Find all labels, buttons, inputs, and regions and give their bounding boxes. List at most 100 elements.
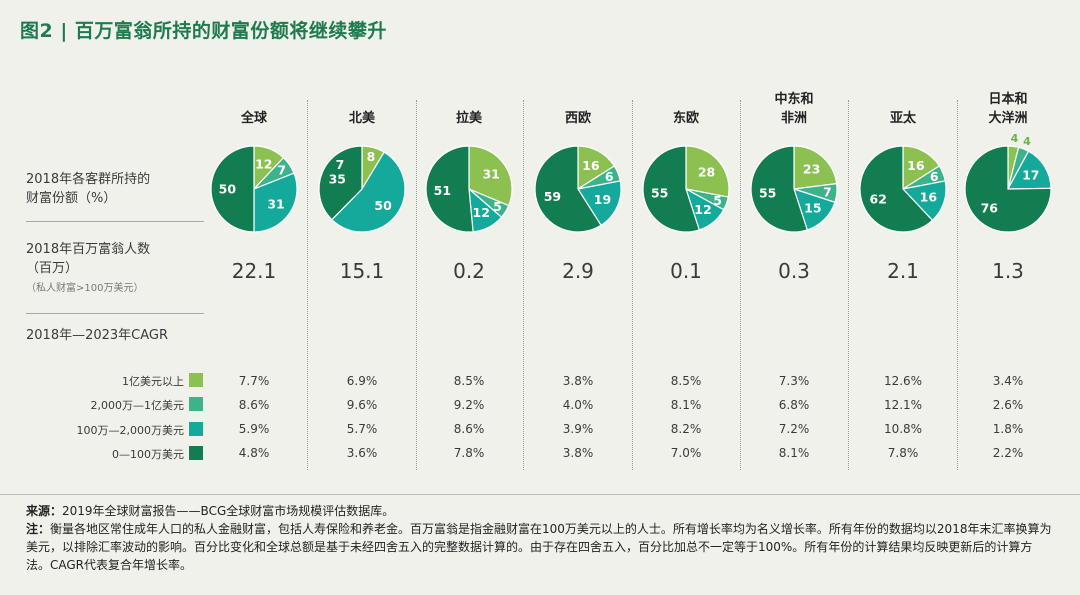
note-label: 注：	[26, 522, 51, 536]
region-name-line1: 西欧	[564, 111, 591, 126]
cagr-japan-oceania-tier4: 2.2%	[992, 446, 1024, 460]
pie-slice	[793, 145, 838, 190]
cagr-latin-america-tier3: 8.6%	[453, 422, 485, 436]
millionaires-value-global: 22.1	[231, 259, 277, 283]
note-text: 衡量各地区常住成年人口的私人金融财富，包括人寿保险和养老金。百万富翁是指金融财富…	[26, 522, 1052, 572]
pie-label: 50	[374, 198, 392, 213]
millionaires-value-western-europe: 2.9	[562, 259, 594, 283]
legend-swatch-tier3	[189, 422, 203, 436]
cagr-eastern-europe-tier4: 7.0%	[670, 446, 702, 460]
share-row-label: 2018年各客群所持的 财富份额（%）	[26, 170, 150, 208]
millionaires-value-latin-america: 0.2	[453, 259, 485, 283]
region-header-latin-america: 拉美	[419, 109, 519, 128]
footer-divider	[0, 494, 1080, 495]
cagr-tier-label-3: 100万—2,000万美元	[76, 424, 185, 437]
millionaires-value-eastern-europe: 0.1	[670, 259, 702, 283]
region-name-line1: 中东和	[774, 92, 814, 107]
pie-label: 12	[694, 202, 711, 217]
share-row-label-line1: 2018年各客群所持的	[26, 172, 151, 187]
cagr-north-america-tier3: 5.7%	[346, 422, 378, 436]
pie-label: 31	[267, 196, 284, 211]
millionaires-row-note: （私人财富>100万美元）	[26, 283, 144, 294]
millionaires-value-asia-pacific: 2.1	[887, 259, 919, 283]
cagr-middle-east-africa-tier4: 8.1%	[778, 446, 810, 460]
region-name-line1: 拉美	[455, 111, 482, 126]
millionaires-value-north-america: 15.1	[339, 259, 385, 283]
region-name-line1: 亚太	[889, 111, 916, 126]
footer-note: 注：衡量各地区常住成年人口的私人金融财富，包括人寿保险和养老金。百万富翁是指金融…	[26, 520, 1056, 574]
pie-slice	[642, 145, 701, 233]
pie-label: 28	[698, 165, 715, 180]
cagr-eastern-europe-tier1: 8.5%	[670, 374, 702, 388]
pie-label: 50	[219, 182, 237, 197]
cagr-western-europe-tier2: 4.0%	[562, 398, 594, 412]
cagr-middle-east-africa-tier2: 6.8%	[778, 398, 810, 412]
cagr-asia-pacific-tier1: 12.6%	[883, 374, 923, 388]
column-separator	[307, 100, 308, 470]
pie-label: 16	[907, 158, 925, 173]
millionaires-value-japan-oceania: 1.3	[992, 259, 1024, 283]
cagr-latin-america-tier2: 9.2%	[453, 398, 485, 412]
cagr-north-america-tier2: 9.6%	[346, 398, 378, 412]
cagr-western-europe-tier3: 3.9%	[562, 422, 594, 436]
region-name-line2: 大洋洲	[988, 111, 1028, 126]
cagr-global-tier3: 5.9%	[238, 422, 270, 436]
pie-slice	[534, 145, 602, 233]
pie-label: 51	[434, 183, 451, 198]
pie-label: 4	[1023, 135, 1031, 148]
cagr-north-america-tier4: 3.6%	[346, 446, 378, 460]
cagr-north-america-tier1: 6.9%	[346, 374, 378, 388]
pie-label: 55	[759, 186, 776, 201]
cagr-global-tier1: 7.7%	[238, 374, 270, 388]
column-separator	[957, 100, 958, 470]
pie-label: 15	[804, 200, 821, 215]
pie-slice	[1006, 150, 1052, 190]
pie-label: 62	[870, 191, 887, 206]
pie-label: 16	[582, 158, 600, 173]
legend-swatch-tier2	[189, 397, 203, 411]
source-label: 来源：	[26, 504, 63, 518]
legend-swatch-tier4	[189, 446, 203, 460]
region-header-asia-pacific: 亚太	[853, 109, 953, 128]
share-row-label-line2: 财富份额（%）	[26, 191, 117, 206]
cagr-eastern-europe-tier3: 8.2%	[670, 422, 702, 436]
cagr-asia-pacific-tier4: 7.8%	[887, 446, 919, 460]
cagr-tier-label-1: 1亿美元以上	[122, 375, 184, 388]
region-name-line1: 日本和	[988, 92, 1028, 107]
pie-label: 76	[981, 200, 999, 215]
pie-label: 55	[651, 186, 668, 201]
source-text: 2019年全球财富报告——BCG全球财富市场规模评估数据库。	[62, 504, 395, 518]
column-separator	[848, 100, 849, 470]
cagr-western-europe-tier4: 3.8%	[562, 446, 594, 460]
pie-label: 31	[482, 167, 499, 182]
region-name-line2: 非洲	[780, 111, 807, 126]
millionaires-row-label-line1: 2018年百万富翁人数	[26, 242, 151, 257]
cagr-latin-america-tier1: 8.5%	[453, 374, 485, 388]
cagr-asia-pacific-tier2: 12.1%	[883, 398, 923, 412]
pie-label: 7	[823, 185, 832, 200]
region-header-japan-oceania: 日本和 大洋洲	[958, 90, 1058, 128]
legend-swatch-tier1	[189, 373, 203, 387]
pie-label: 7	[336, 157, 345, 172]
column-separator	[740, 100, 741, 470]
pie-label: 6	[930, 169, 939, 184]
pie-label: 7	[277, 163, 286, 178]
divider-2	[26, 313, 204, 314]
pie-slice	[425, 145, 474, 233]
pie-label: 35	[329, 171, 346, 186]
footer-source: 来源：2019年全球财富报告——BCG全球财富市场规模评估数据库。	[26, 502, 1056, 520]
pie-label: 5	[493, 199, 502, 214]
cagr-middle-east-africa-tier3: 7.2%	[778, 422, 810, 436]
pie-label: 6	[605, 169, 614, 184]
pie-label: 17	[1022, 168, 1039, 183]
cagr-row-label: 2018年—2023年CAGR	[26, 328, 169, 343]
cagr-eastern-europe-tier2: 8.1%	[670, 398, 702, 412]
cagr-global-tier4: 4.8%	[238, 446, 270, 460]
pie-label: 16	[920, 190, 938, 205]
chart-title: 图2 | 百万富翁所持的财富份额将继续攀升	[20, 20, 387, 42]
pie-slice	[210, 145, 255, 233]
pie-slice	[750, 145, 809, 233]
millionaires-value-middle-east-africa: 0.3	[778, 259, 810, 283]
pie-label: 19	[594, 192, 611, 207]
